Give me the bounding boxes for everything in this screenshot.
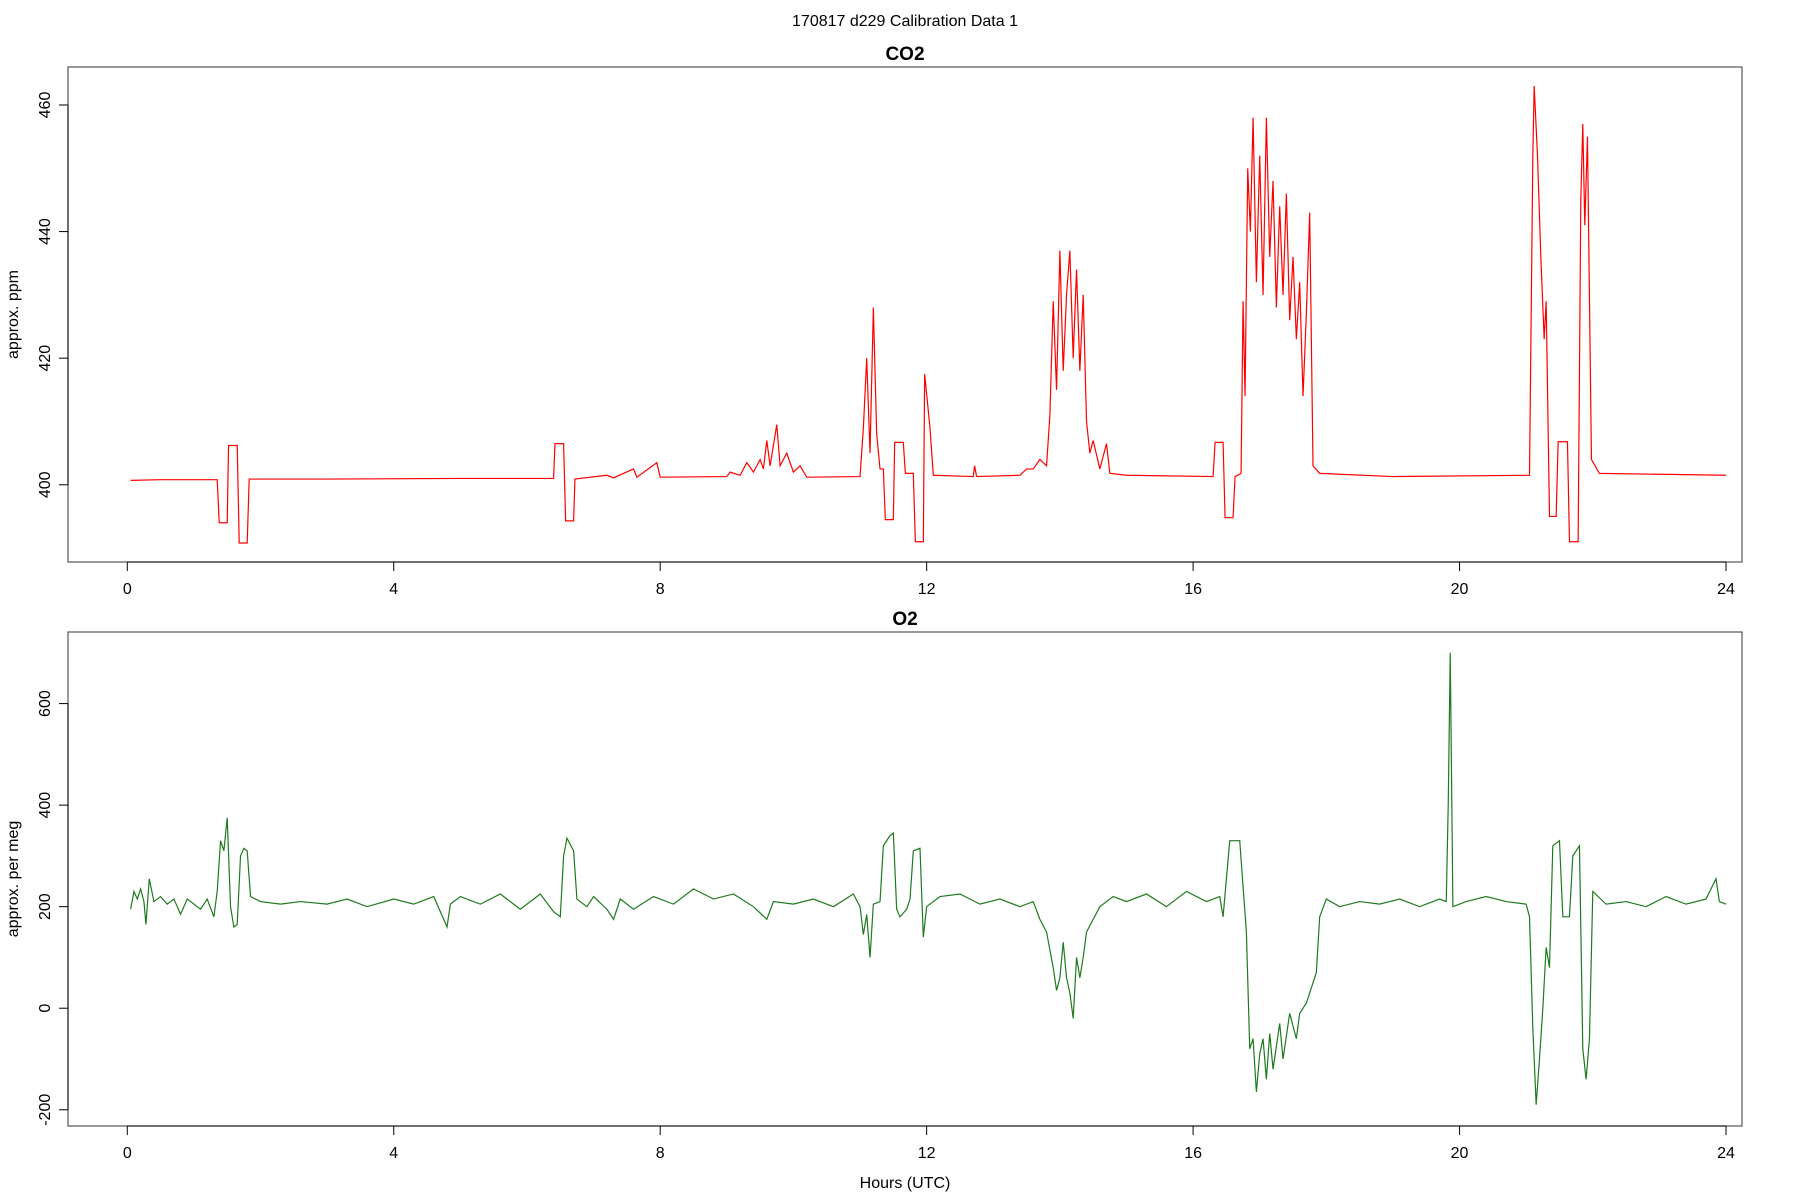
- y-tick-label: 200: [37, 893, 54, 920]
- x-tick-label: 12: [918, 1145, 936, 1162]
- x-tick-label: 4: [389, 581, 398, 598]
- y-tick-label: 400: [37, 792, 54, 819]
- x-tick-label: 24: [1717, 581, 1735, 598]
- x-tick-label: 24: [1717, 1145, 1735, 1162]
- y-tick-label: 420: [37, 345, 54, 372]
- y-tick-label: 440: [37, 218, 54, 245]
- x-tick-label: 20: [1451, 1145, 1469, 1162]
- data-line: [130, 85, 1727, 544]
- y-tick-label: -200: [37, 1094, 54, 1126]
- x-tick-label: 8: [656, 581, 665, 598]
- y-axis-label: approx. per meg: [5, 821, 22, 938]
- chart-title: CO2: [885, 44, 924, 65]
- x-axis-label: Hours (UTC): [860, 1175, 951, 1192]
- x-tick-label: 0: [123, 581, 132, 598]
- x-tick-label: 4: [389, 1145, 398, 1162]
- x-tick-label: 16: [1184, 1145, 1202, 1162]
- figure-title: 170817 d229 Calibration Data 1: [792, 13, 1018, 30]
- data-line: [130, 652, 1727, 1105]
- x-tick-label: 16: [1184, 581, 1202, 598]
- y-axis-label: approx. ppm: [5, 270, 22, 359]
- chart-title: O2: [892, 609, 917, 630]
- plot-frame: [67, 66, 1743, 563]
- x-tick-label: 0: [123, 1145, 132, 1162]
- y-tick-label: 600: [37, 690, 54, 717]
- x-tick-label: 8: [656, 1145, 665, 1162]
- y-tick-label: 0: [37, 1004, 54, 1013]
- x-tick-label: 20: [1451, 581, 1469, 598]
- x-tick-label: 12: [918, 581, 936, 598]
- y-tick-label: 400: [37, 471, 54, 498]
- y-tick-label: 460: [37, 92, 54, 119]
- plot-frame: [67, 631, 1743, 1127]
